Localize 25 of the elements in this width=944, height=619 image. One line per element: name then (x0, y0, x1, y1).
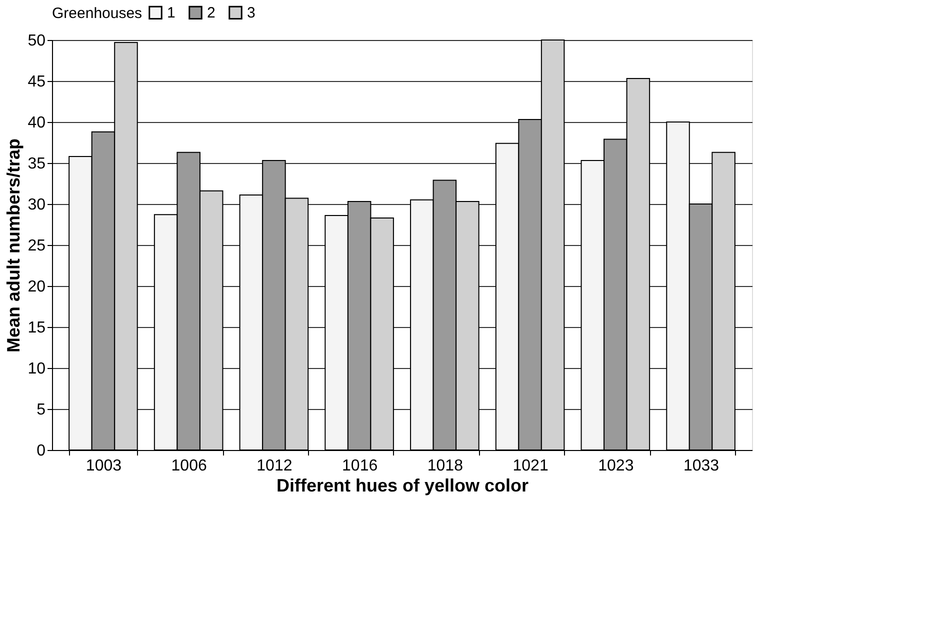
y-tick-label: 40 (28, 114, 46, 132)
y-tick-label: 5 (36, 402, 46, 418)
x-tick-label: 1033 (683, 458, 720, 474)
legend-label: 1 (167, 4, 176, 22)
y-tick-label: 25 (28, 238, 46, 254)
y-tick-label: 30 (28, 196, 46, 214)
y-tick-label: 10 (28, 360, 46, 378)
x-tick-label: 1023 (598, 458, 634, 474)
x-axis-title: Different hues of yellow color (276, 476, 529, 496)
y-axis-title: Mean adult numbers/trap (4, 138, 24, 353)
legend-label: 2 (207, 4, 216, 22)
y-tick-label: 35 (28, 156, 46, 172)
x-tick-label: 1018 (427, 458, 464, 474)
y-tick-label: 50 (28, 32, 46, 50)
y-tick-label: 15 (28, 320, 46, 336)
legend-label: 3 (247, 4, 256, 22)
x-tick-label: 1003 (86, 458, 122, 474)
y-tick-label: 45 (28, 74, 46, 90)
y-tick-label: 20 (28, 278, 46, 296)
x-tick-label: 1021 (512, 458, 548, 474)
x-tick-label: 1012 (256, 458, 292, 474)
x-tick-label: 1006 (171, 458, 207, 474)
y-tick-label: 0 (36, 442, 46, 460)
x-tick-label: 1016 (342, 458, 378, 474)
legend-title: Greenhouses (52, 5, 142, 22)
